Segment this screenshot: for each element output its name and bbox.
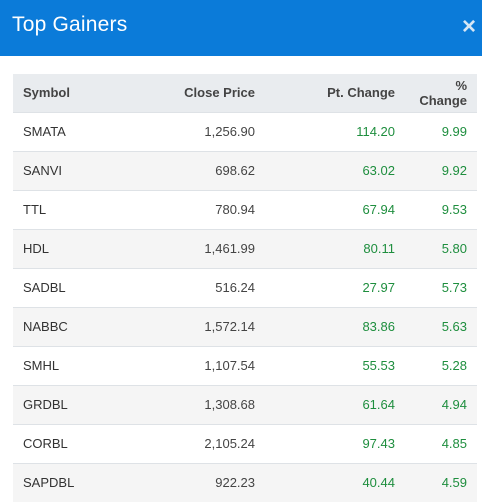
cell-pct-change: 9.92	[441, 163, 467, 178]
cell-symbol: SANVI	[23, 163, 63, 178]
modal-title: Top Gainers	[12, 13, 128, 36]
cell-close-price: 1,107.54	[204, 358, 255, 373]
cell-pct-change: 5.80	[441, 241, 467, 256]
table-row[interactable]: SANVI 698.62 63.02 9.92	[13, 151, 477, 190]
table-row[interactable]: SAPDBL 922.23 40.44 4.59	[13, 463, 477, 502]
table-row[interactable]: TTL 780.94 67.94 9.53	[13, 190, 477, 229]
top-gainers-table-container: Symbol Close Price Pt. Change % Change S…	[13, 74, 477, 502]
table-row[interactable]: CORBL 2,105.24 97.43 4.85	[13, 424, 477, 463]
top-gainers-table: Symbol Close Price Pt. Change % Change S…	[13, 74, 477, 502]
cell-close-price: 1,308.68	[204, 397, 255, 412]
table-row[interactable]: SMATA 1,256.90 114.20 9.99	[13, 112, 477, 151]
cell-pt-change: 83.86	[362, 319, 395, 334]
table-header: Symbol Close Price Pt. Change % Change	[13, 74, 477, 112]
cell-symbol: NABBC	[23, 319, 68, 334]
cell-pt-change: 61.64	[362, 397, 395, 412]
column-header-pct-change[interactable]: % Change	[419, 77, 467, 108]
cell-close-price: 1,461.99	[204, 241, 255, 256]
cell-pt-change: 55.53	[362, 358, 395, 373]
cell-pct-change: 5.63	[441, 319, 467, 334]
cell-symbol: SAPDBL	[23, 475, 75, 491]
cell-close-price: 698.62	[215, 163, 255, 178]
table-row[interactable]: GRDBL 1,308.68 61.64 4.94	[13, 385, 477, 424]
cell-pt-change: 97.43	[362, 436, 395, 451]
cell-pct-change: 5.73	[441, 280, 467, 295]
table-row[interactable]: SADBL 516.24 27.97 5.73	[13, 268, 477, 307]
cell-pt-change: 40.44	[362, 475, 395, 491]
cell-pct-change: 5.28	[441, 358, 467, 373]
column-header-close-price[interactable]: Close Price	[184, 85, 255, 101]
cell-close-price: 1,572.14	[204, 319, 255, 334]
cell-pt-change: 114.20	[356, 124, 395, 139]
close-icon[interactable]: ×	[461, 13, 476, 40]
cell-pct-change: 9.99	[441, 124, 467, 139]
table-row[interactable]: HDL 1,461.99 80.11 5.80	[13, 229, 477, 268]
cell-close-price: 516.24	[215, 280, 255, 295]
cell-pt-change: 80.11	[363, 241, 395, 256]
cell-pt-change: 27.97	[362, 280, 395, 295]
table-header-row: Symbol Close Price Pt. Change % Change	[13, 74, 477, 112]
cell-close-price: 1,256.90	[204, 124, 255, 139]
cell-symbol: SMHL	[23, 358, 60, 373]
cell-pt-change: 67.94	[362, 202, 395, 217]
cell-symbol: SADBL	[23, 280, 66, 295]
cell-close-price: 922.23	[215, 475, 255, 491]
cell-symbol: SMATA	[23, 124, 66, 139]
cell-pct-change: 9.53	[441, 202, 467, 217]
cell-close-price: 780.94	[215, 202, 255, 217]
column-header-pt-change[interactable]: Pt. Change	[327, 85, 395, 101]
cell-pct-change: 4.59	[441, 475, 467, 491]
table-row[interactable]: NABBC 1,572.14 83.86 5.63	[13, 307, 477, 346]
cell-symbol: CORBL	[23, 436, 68, 451]
cell-close-price: 2,105.24	[204, 436, 255, 451]
cell-symbol: GRDBL	[23, 397, 68, 412]
table-row[interactable]: SMHL 1,107.54 55.53 5.28	[13, 346, 477, 385]
cell-pct-change: 4.85	[441, 436, 467, 451]
cell-pt-change: 63.02	[362, 163, 395, 178]
cell-symbol: HDL	[23, 241, 50, 256]
cell-pct-change: 4.94	[441, 397, 467, 412]
table-body: SMATA 1,256.90 114.20 9.99 SANVI 698.62 63.02 9…	[13, 112, 477, 502]
cell-symbol: TTL	[23, 202, 47, 217]
column-header-symbol[interactable]: Symbol	[23, 85, 70, 101]
modal-header: Top Gainers ×	[0, 0, 482, 56]
